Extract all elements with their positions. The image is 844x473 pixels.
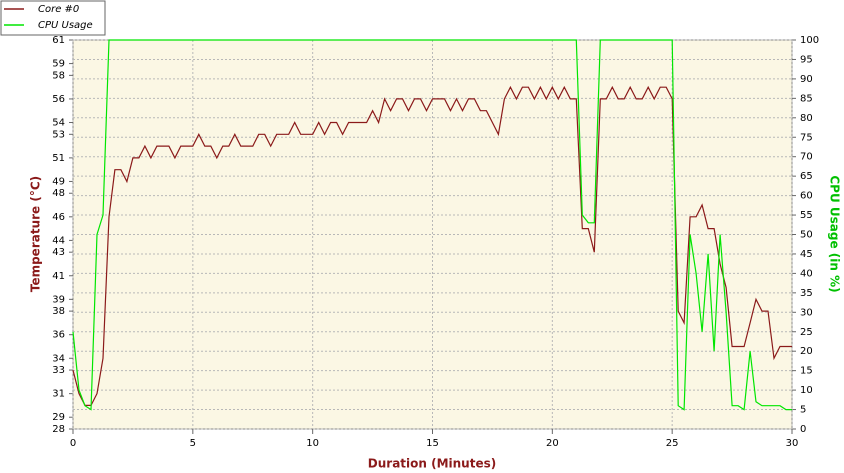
legend-box [0, 0, 106, 36]
y-tick-label: 29 [52, 412, 65, 423]
x-tick-label: 10 [306, 438, 319, 449]
y-tick-label: 59 [52, 59, 65, 70]
y2-tick-label: 15 [800, 366, 813, 377]
y-tick-label: 49 [52, 176, 65, 187]
series-line [72, 39, 792, 411]
y2-tick-label: 10 [800, 385, 813, 396]
y-axis-title: Temperature (°C) [29, 176, 43, 292]
y2-tick-label: 90 [800, 74, 813, 85]
y2-tick-label: 95 [800, 54, 813, 65]
y2-tick-label: 20 [800, 346, 813, 357]
y-tick-label: 41 [52, 271, 65, 282]
y-tick-label: 54 [52, 118, 65, 129]
y2-tick-label: 25 [800, 327, 813, 338]
x-tick-label: 20 [546, 438, 559, 449]
y2-tick-label: 75 [800, 132, 813, 143]
x-tick-label: 15 [426, 438, 439, 449]
y-tick-label: 48 [52, 188, 65, 199]
y2-tick-label: 80 [800, 113, 813, 124]
y-tick-label: 58 [52, 70, 65, 81]
y2-tick-label: 55 [800, 210, 813, 221]
y-tick-label: 44 [52, 235, 65, 246]
legend-label: CPU Usage [38, 20, 93, 31]
y2-axis-title: CPU Usage (in %) [828, 175, 842, 292]
y-tick-label: 61 [52, 35, 65, 46]
y2-tick-label: 60 [800, 191, 813, 202]
y-tick-label: 39 [52, 294, 65, 305]
y2-tick-label: 5 [800, 405, 806, 416]
y-tick-label: 38 [52, 306, 65, 317]
x-tick-label: 0 [70, 438, 76, 449]
x-axis-title: Duration (Minutes) [368, 457, 496, 471]
y2-tick-label: 85 [800, 93, 813, 104]
y2-tick-label: 35 [800, 288, 813, 299]
legend-label: Core #0 [38, 4, 79, 15]
y-tick-label: 46 [52, 212, 65, 223]
y-tick-label: 31 [52, 389, 65, 400]
x-tick-label: 25 [666, 438, 679, 449]
y2-tick-label: 70 [800, 152, 813, 163]
x-tick-label: 30 [786, 438, 799, 449]
y2-tick-label: 45 [800, 249, 813, 260]
y2-tick-label: 65 [800, 171, 813, 182]
y-tick-label: 36 [52, 330, 65, 341]
y2-tick-label: 0 [800, 424, 806, 435]
y-tick-label: 34 [52, 353, 65, 364]
y2-tick-label: 40 [800, 268, 813, 279]
y-tick-label: 33 [52, 365, 65, 376]
series-line [72, 85, 792, 406]
y-tick-label: 43 [52, 247, 65, 258]
y2-tick-label: 50 [800, 230, 813, 241]
x-tick-label: 5 [190, 438, 196, 449]
y-tick-label: 56 [52, 94, 65, 105]
y2-tick-label: 30 [800, 307, 813, 318]
y-tick-label: 28 [52, 424, 65, 435]
y-tick-label: 53 [52, 129, 65, 140]
y2-tick-label: 100 [800, 35, 819, 46]
y-tick-label: 51 [52, 153, 65, 164]
